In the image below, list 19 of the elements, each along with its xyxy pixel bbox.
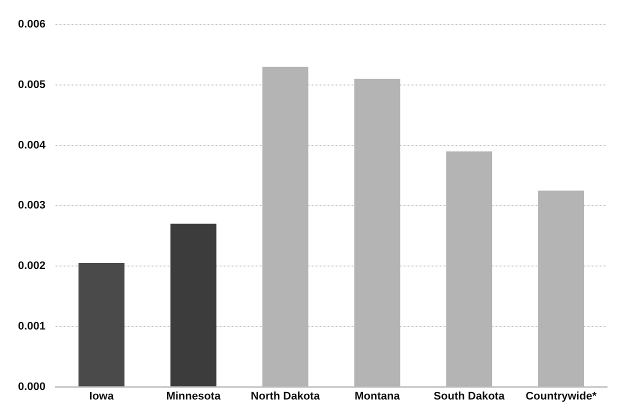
bar <box>354 78 400 386</box>
x-tick-label: Countrywide* <box>526 390 598 402</box>
y-tick-label: 0.004 <box>18 139 46 152</box>
bar <box>170 224 216 386</box>
y-tick-label: 0.005 <box>18 79 46 91</box>
bar <box>262 66 308 386</box>
x-tick-label: North Dakota <box>250 390 321 402</box>
bar <box>78 263 124 386</box>
x-tick-label: Montana <box>354 390 401 402</box>
x-tick-label: Iowa <box>89 390 115 402</box>
bar <box>446 151 492 386</box>
y-tick-label: 0.001 <box>18 320 46 332</box>
x-tick-label: Minnesota <box>166 390 222 402</box>
y-tick-label: 0.006 <box>18 18 46 31</box>
bar <box>538 190 584 386</box>
y-tick-label: 0.002 <box>18 260 46 272</box>
y-tick-label: 0.000 <box>18 380 46 393</box>
y-tick-label: 0.003 <box>18 200 46 212</box>
x-tick-label: South Dakota <box>434 390 506 402</box>
